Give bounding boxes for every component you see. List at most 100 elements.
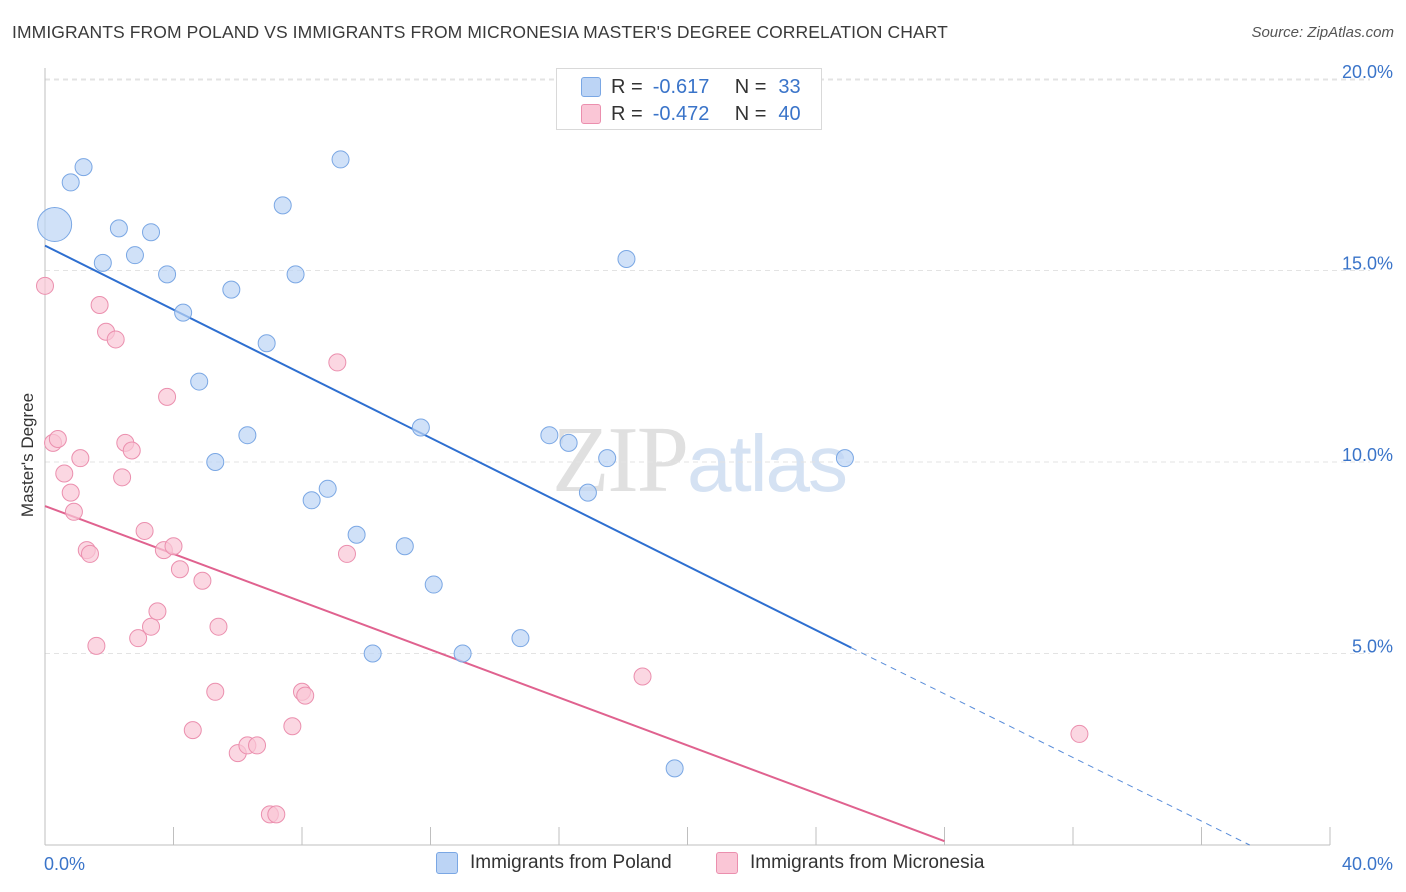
poland-n-value: 33 bbox=[778, 75, 801, 98]
micronesia-point bbox=[61, 483, 80, 502]
poland-point bbox=[318, 479, 337, 498]
micronesia-point bbox=[206, 682, 225, 701]
poland-point bbox=[665, 759, 684, 778]
poland-point bbox=[511, 629, 530, 648]
micronesia-point bbox=[164, 537, 183, 556]
micronesia-point bbox=[142, 617, 161, 636]
micronesia-point bbox=[48, 430, 67, 449]
y-tick-label: 15.0% bbox=[1342, 254, 1393, 274]
legend-micronesia: Immigrants from Micronesia bbox=[716, 852, 984, 874]
poland-point bbox=[395, 537, 414, 556]
tick-labels: 5.0% 10.0% 15.0% 20.0% 0.0% 40.0% bbox=[44, 62, 1393, 874]
poland-point bbox=[125, 246, 144, 265]
poland-point bbox=[61, 173, 80, 192]
poland-n-label: N = bbox=[734, 75, 767, 98]
poland-point bbox=[174, 303, 193, 322]
legend-micronesia-swatch bbox=[716, 852, 738, 874]
micronesia-point bbox=[158, 387, 177, 406]
poland-point bbox=[222, 280, 241, 299]
micronesia-r-value: -0.472 bbox=[652, 102, 710, 125]
poland-point bbox=[347, 525, 366, 544]
poland-point bbox=[302, 491, 321, 510]
y-tick-label: 10.0% bbox=[1342, 445, 1393, 465]
source-label: Source: ZipAtlas.com bbox=[1251, 24, 1394, 41]
micronesia-r-label: R = bbox=[611, 102, 643, 125]
poland-point bbox=[424, 575, 443, 594]
micronesia-point bbox=[113, 468, 132, 487]
micronesia-point bbox=[296, 686, 315, 705]
trend-lines bbox=[44, 244, 1250, 846]
x-tick-label: 40.0% bbox=[1342, 854, 1393, 874]
micronesia-point bbox=[55, 464, 74, 483]
poland-swatch bbox=[581, 77, 601, 97]
micronesia-point bbox=[148, 602, 167, 621]
micronesia-point bbox=[90, 295, 109, 314]
micronesia-swatch bbox=[581, 104, 601, 124]
legend-micronesia-label: Immigrants from Micronesia bbox=[750, 852, 985, 873]
legend-poland: Immigrants from Poland bbox=[436, 852, 672, 874]
poland-point bbox=[74, 158, 93, 177]
poland-point bbox=[540, 426, 559, 445]
micronesia-point bbox=[1070, 724, 1089, 743]
grid-lines bbox=[45, 78, 1370, 654]
micronesia-point bbox=[283, 717, 302, 736]
stats-row-poland: R = -0.617 N = 33 bbox=[581, 75, 801, 99]
micronesia-point bbox=[248, 736, 267, 755]
poland-r-value: -0.617 bbox=[652, 75, 710, 98]
micronesia-trend-line bbox=[44, 505, 945, 843]
legend-poland-label: Immigrants from Poland bbox=[470, 852, 672, 873]
micronesia-point bbox=[80, 544, 99, 563]
poland-point bbox=[257, 334, 276, 353]
poland-trend-line bbox=[44, 244, 852, 649]
poland-point bbox=[142, 223, 161, 242]
poland-point bbox=[598, 449, 617, 468]
poland-point bbox=[363, 644, 382, 663]
micronesia-point bbox=[633, 667, 652, 686]
micronesia-n-value: 40 bbox=[778, 102, 801, 125]
poland-point bbox=[559, 433, 578, 452]
x-tick-label: 0.0% bbox=[44, 854, 85, 874]
watermark-zip: ZIP bbox=[552, 408, 689, 512]
axes bbox=[44, 68, 1331, 846]
poland-point bbox=[109, 219, 128, 238]
micronesia-point bbox=[170, 560, 189, 579]
micronesia-point bbox=[129, 629, 148, 648]
micronesia-point bbox=[106, 330, 125, 349]
legend-poland-swatch bbox=[436, 852, 458, 874]
micronesia-point bbox=[36, 276, 54, 295]
poland-point bbox=[273, 196, 292, 215]
stats-legend: R = -0.617 N = 33 R = -0.472 N = 40 bbox=[556, 68, 822, 130]
poland-point bbox=[37, 207, 73, 243]
micronesia-point bbox=[337, 544, 356, 563]
poland-trend-extension bbox=[851, 647, 1250, 846]
poland-point bbox=[578, 483, 597, 502]
poland-point bbox=[331, 150, 350, 169]
watermark: ZIPatlas bbox=[552, 405, 848, 514]
micronesia-point bbox=[209, 617, 228, 636]
micronesia-point bbox=[135, 521, 154, 540]
micronesia-point bbox=[87, 636, 106, 655]
data-points bbox=[36, 150, 1089, 824]
poland-point bbox=[158, 265, 177, 284]
y-tick-label: 20.0% bbox=[1342, 62, 1393, 82]
chart-title: IMMIGRANTS FROM POLAND VS IMMIGRANTS FRO… bbox=[12, 22, 948, 42]
poland-point bbox=[190, 372, 209, 391]
micronesia-n-label: N = bbox=[734, 102, 767, 125]
watermark-atlas: atlas bbox=[687, 419, 848, 508]
poland-point bbox=[286, 265, 305, 284]
micronesia-point bbox=[183, 721, 202, 740]
poland-point bbox=[411, 418, 430, 437]
micronesia-point bbox=[328, 353, 347, 372]
y-tick-label: 5.0% bbox=[1352, 637, 1393, 657]
poland-r-label: R = bbox=[611, 75, 643, 98]
micronesia-point bbox=[71, 449, 90, 468]
micronesia-point bbox=[193, 571, 212, 590]
poland-point bbox=[617, 250, 636, 269]
poland-point bbox=[238, 426, 257, 445]
y-axis-label: Master's Degree bbox=[18, 393, 37, 517]
micronesia-point bbox=[64, 502, 83, 521]
poland-point bbox=[93, 253, 112, 272]
poland-point bbox=[206, 453, 225, 471]
micronesia-point bbox=[122, 441, 141, 460]
